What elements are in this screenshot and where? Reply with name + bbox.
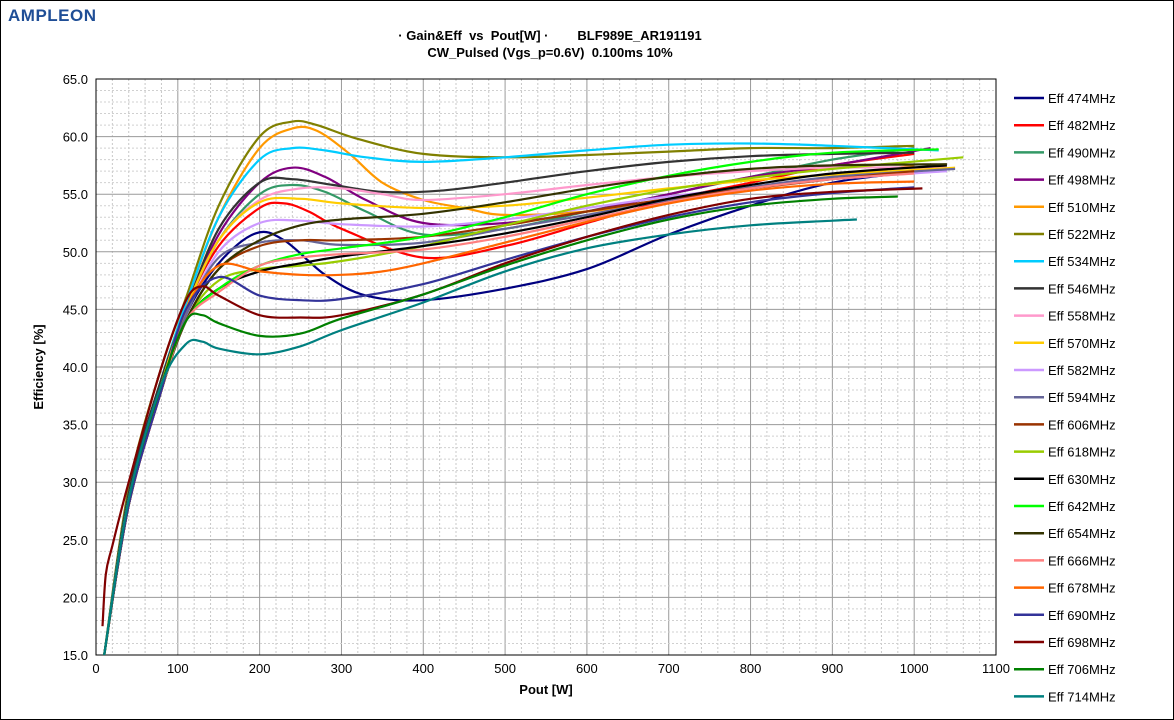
y-tick-label: 65.0: [63, 72, 88, 87]
x-axis-label: Pout [W]: [519, 682, 572, 697]
x-tick-label: 800: [740, 661, 762, 676]
legend-label: Eff 606MHz: [1048, 417, 1116, 432]
x-tick-label: 1100: [982, 661, 1010, 676]
series-line-7: [103, 151, 915, 655]
grid-lines: [95, 78, 997, 656]
y-tick-label: 15.0: [63, 648, 88, 663]
logo-text: AMPLEON: [8, 6, 97, 25]
x-tick-label: 600: [576, 661, 598, 676]
y-tick-label: 55.0: [63, 187, 88, 202]
legend-label: Eff 654MHz: [1048, 526, 1116, 541]
legend-label: Eff 490MHz: [1048, 145, 1116, 160]
y-tick-label: 45.0: [63, 302, 88, 317]
legend-label: Eff 714MHz: [1048, 689, 1116, 704]
legend-label: Eff 698MHz: [1048, 635, 1116, 650]
ampleon-logo: AMPLEON: [8, 6, 97, 26]
y-tick-label: 50.0: [63, 245, 88, 260]
legend-label: Eff 522MHz: [1048, 227, 1116, 242]
axis-ticks: 0 100 200 300 400 500 600 700 800 900 1000 1100 15.0…: [63, 72, 1010, 676]
x-tick-label: 500: [494, 661, 516, 676]
x-tick-label: 1000: [900, 661, 929, 676]
legend-label: Eff 498MHz: [1048, 173, 1116, 188]
y-tick-label: 60.0: [63, 130, 88, 145]
legend-label: Eff 690MHz: [1048, 608, 1116, 623]
legend-label: Eff 510MHz: [1048, 200, 1116, 215]
legend-label: Eff 482MHz: [1048, 118, 1116, 133]
legend-label: Eff 570MHz: [1048, 336, 1116, 351]
y-tick-label: 30.0: [63, 475, 88, 490]
legend-label: Eff 582MHz: [1048, 363, 1116, 378]
legend-label: Eff 546MHz: [1048, 281, 1116, 296]
chart-title: · Gain&Eff vs Pout[W] · BLF989E_AR191191: [398, 28, 702, 43]
legend-label: Eff 534MHz: [1048, 254, 1116, 269]
x-tick-label: 200: [249, 661, 271, 676]
series-line-11: [103, 167, 956, 655]
y-tick-label: 35.0: [63, 418, 88, 433]
y-axis-label: Efficiency [%]: [31, 324, 46, 409]
x-tick-label: 0: [92, 661, 99, 676]
y-tick-label: 40.0: [63, 360, 88, 375]
y-tick-label: 25.0: [63, 533, 88, 548]
chart-subtitle: CW_Pulsed (Vgs_p=0.6V) 0.100ms 10%: [427, 45, 673, 60]
x-tick-label: 300: [331, 661, 353, 676]
series-line-19: [103, 186, 915, 655]
x-tick-label: 100: [167, 661, 189, 676]
series-lines: [101, 119, 964, 655]
legend-label: Eff 474MHz: [1048, 91, 1116, 106]
legend-label: Eff 666MHz: [1048, 553, 1116, 568]
legend-label: Eff 706MHz: [1048, 662, 1116, 677]
legend-label: Eff 618MHz: [1048, 445, 1116, 460]
legend-label: Eff 558MHz: [1048, 309, 1116, 324]
legend-label: Eff 630MHz: [1048, 472, 1116, 487]
series-line-22: [103, 218, 857, 655]
x-tick-label: 400: [412, 661, 434, 676]
y-tick-label: 20.0: [63, 590, 88, 605]
legend-label: Eff 678MHz: [1048, 581, 1116, 596]
legend-label: Eff 642MHz: [1048, 499, 1116, 514]
series-line-20: [101, 187, 923, 627]
x-tick-label: 900: [822, 661, 844, 676]
plot-area: [95, 78, 997, 656]
legend-label: Eff 594MHz: [1048, 390, 1116, 405]
x-tick-label: 700: [658, 661, 680, 676]
legend: Eff 474MHz Eff 482MHz Eff 490MHz Eff 498MHz…: [1014, 91, 1116, 704]
